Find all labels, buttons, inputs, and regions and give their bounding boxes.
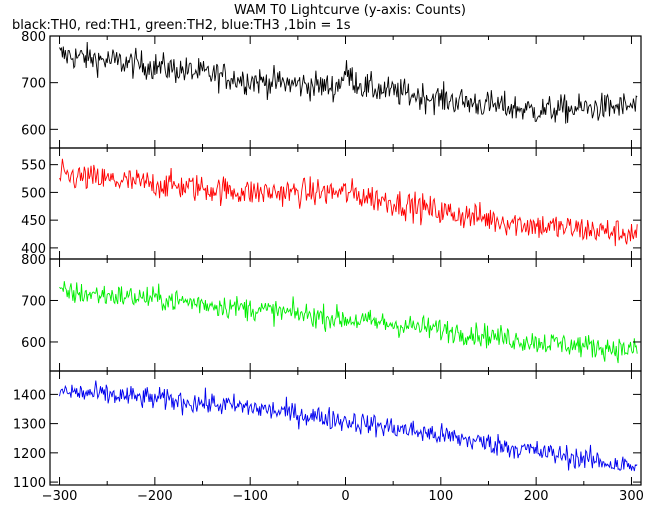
x-tick-label: 300 [619, 489, 644, 504]
y-tick-label: 550 [21, 159, 46, 174]
panel-th2: 600 700 800 [21, 253, 642, 372]
x-tick-label: −300 [42, 489, 78, 504]
panel-th1: 400 450 500 550 [21, 147, 642, 260]
series-line-th0 [59, 41, 638, 124]
panel-frame [49, 35, 642, 149]
series-line-th2 [59, 281, 638, 364]
y-tick-label: 800 [21, 253, 46, 268]
panel-frame [49, 147, 642, 260]
y-tick-label: 1400 [13, 388, 46, 403]
y-tick-label: 800 [21, 30, 46, 45]
y-tick-label: 450 [21, 214, 46, 229]
y-tick-label: 1300 [13, 418, 46, 433]
panel-frame [49, 370, 642, 486]
chart-title: WAM T0 Lightcurve (y-axis: Counts) [234, 3, 466, 18]
x-tick-label: 0 [341, 489, 349, 504]
series-line-th1 [59, 158, 638, 247]
x-tick-label: 100 [428, 489, 453, 504]
x-tick-label: 200 [524, 489, 549, 504]
y-tick-label: 600 [21, 123, 46, 138]
y-tick-label: 400 [21, 242, 46, 257]
y-tick-label: 1200 [13, 447, 46, 462]
chart-subtitle: black:TH0, red:TH1, green:TH2, blue:TH3 … [12, 18, 351, 33]
panel-th3: 1100 1200 1300 1400 [13, 370, 642, 491]
y-tick-label: 700 [21, 294, 46, 309]
x-tick-labels: −300 −200 −100 0 100 200 300 [42, 489, 644, 504]
panel-th0: 600 700 800 [21, 30, 642, 149]
y-tick-label: 1100 [13, 476, 46, 491]
y-tick-label: 700 [21, 77, 46, 92]
panels-group: 6007008004004505005506007008001100120013… [13, 30, 642, 491]
series-line-th3 [59, 380, 638, 472]
x-tick-label: −100 [232, 489, 268, 504]
y-tick-label: 500 [21, 186, 46, 201]
y-tick-label: 600 [21, 336, 46, 351]
panel-frame [49, 258, 642, 372]
x-tick-label: −200 [137, 489, 173, 504]
